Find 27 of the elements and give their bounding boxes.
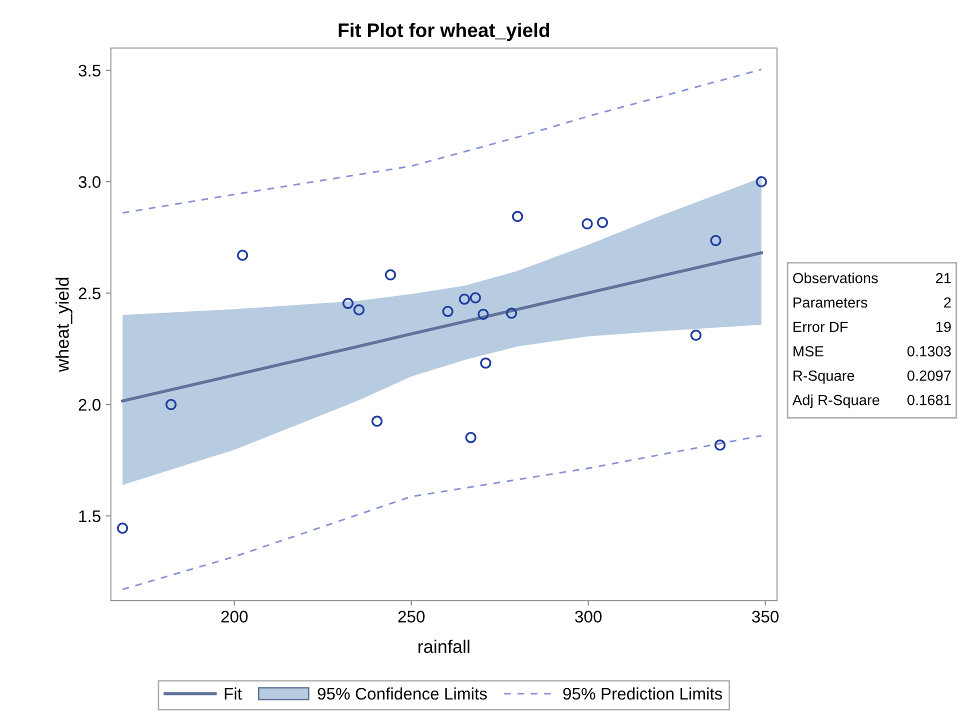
text: 21 (936, 272, 951, 284)
y-tick-label: 2.5 (78, 288, 100, 300)
text: R-Square (794, 370, 854, 384)
text: 0.1303 (907, 346, 951, 356)
text: 0.1681 (907, 394, 951, 406)
x-tick-label: 200 (221, 610, 248, 623)
text: Parameters (794, 297, 868, 308)
text: 0.2097 (907, 370, 951, 381)
text: Adj R-Square (792, 394, 880, 408)
text: MSE (794, 346, 824, 356)
text: Observations (793, 272, 878, 284)
x-axis-title: rainfall (418, 640, 470, 654)
text: 2 (944, 297, 951, 308)
legend-label: 95% Prediction Limits (563, 687, 722, 700)
legend-label: Fit (224, 687, 242, 700)
chart-title: Fit Plot for wheat_yield (338, 22, 550, 41)
y-tick-label: 2.0 (78, 398, 100, 411)
text: Error DF (794, 322, 848, 332)
text: 95% Confidence Limits (318, 687, 487, 700)
y-tick-label: 1.5 (79, 510, 100, 522)
x-tick-label: 300 (575, 610, 602, 623)
text: 19 (936, 322, 951, 332)
x-tick-label: 350 (752, 610, 779, 623)
y-tick-label: 3.0 (78, 176, 100, 188)
x-tick-label: 250 (398, 610, 425, 623)
y-axis-title: wheat_yield (56, 278, 72, 372)
y-tick-label: 3.5 (78, 64, 100, 77)
